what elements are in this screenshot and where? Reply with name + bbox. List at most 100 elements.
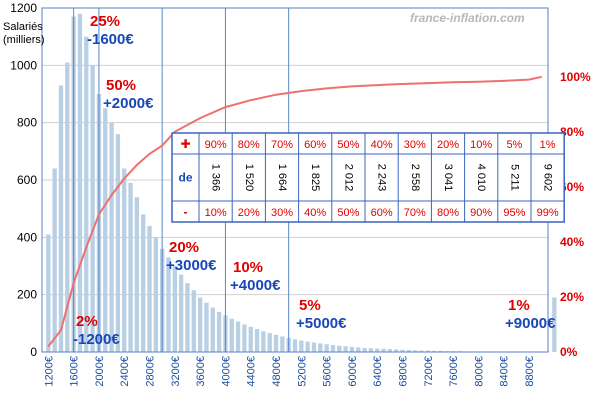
table-value-cell: 1 825	[309, 164, 321, 192]
table-bottom-cell: 70%	[404, 207, 426, 219]
table-bottom-cell: 10%	[205, 207, 227, 219]
histogram-bar	[204, 302, 209, 352]
x-axis-ticks: 1200€ 1600€ 2000€ 2400€ 2800€ 3200€ 3600€ 4000€…	[43, 356, 536, 387]
y2-tick-label: 80%	[560, 125, 584, 139]
table-top-cell: 1%	[540, 139, 556, 151]
table-bottom-cell: 95%	[503, 207, 525, 219]
y-axis-label-line2: (milliers)	[3, 34, 45, 46]
annotation-amount: +3000€	[166, 257, 217, 274]
x-tick-label: 5200€	[296, 356, 308, 387]
histogram-bar	[356, 347, 361, 352]
table-top-cell: 50%	[337, 139, 359, 151]
table-top-cell: 10%	[470, 139, 492, 151]
histogram-bar	[248, 326, 253, 352]
y-axis-label-line1: Salariés	[3, 21, 43, 33]
histogram-bar	[394, 349, 399, 352]
histogram-bar	[261, 331, 266, 352]
x-tick-label: 6800€	[398, 356, 410, 387]
x-tick-label: 6000€	[347, 356, 359, 387]
histogram-bar	[400, 349, 405, 352]
x-tick-label: 4800€	[271, 356, 283, 387]
histogram-bar	[267, 333, 272, 352]
histogram-bar	[406, 349, 412, 352]
y-tick-label: 0	[30, 345, 37, 359]
histogram-bar	[90, 65, 95, 352]
annotation-amount: +2000€	[103, 95, 154, 112]
histogram-bar	[305, 341, 310, 352]
histogram-bar	[311, 342, 317, 352]
watermark: france-inflation.com	[410, 11, 525, 25]
table-top-cell: 60%	[304, 139, 326, 151]
annotation-amount: +5000€	[296, 315, 347, 332]
table-top-cell: 40%	[371, 139, 393, 151]
annotation-amount: +9000€	[505, 315, 556, 332]
histogram-bar	[552, 297, 557, 352]
y-tick-label: 800	[17, 116, 37, 130]
annotation-percent: 25%	[90, 13, 120, 30]
table-top-cell: 70%	[271, 139, 293, 151]
histogram-bar	[134, 197, 140, 352]
annotation-percent: 10%	[233, 259, 263, 276]
histogram-bar	[58, 85, 64, 353]
table-minus-symbol: -	[184, 205, 188, 219]
histogram-bar	[178, 274, 184, 352]
table-value-cell: 3 041	[442, 164, 454, 192]
histogram-bar	[77, 13, 83, 352]
x-tick-label: 4400€	[246, 356, 258, 387]
x-tick-label: 8400€	[499, 356, 511, 387]
y2-tick-label: 20%	[560, 290, 584, 304]
histogram-bar	[109, 122, 114, 353]
histogram-bar	[324, 344, 329, 352]
table-background	[171, 132, 565, 223]
histogram-bar	[368, 348, 374, 352]
histogram-bar	[242, 324, 247, 352]
x-tick-label: 8000€	[473, 356, 485, 387]
annotation-percent: 50%	[106, 77, 136, 94]
x-tick-label: 8800€	[524, 356, 536, 387]
table-bottom-cell: 40%	[304, 207, 326, 219]
annotation-amount: +4000€	[230, 277, 281, 294]
histogram-bar	[280, 336, 285, 352]
histogram-bar	[292, 339, 298, 352]
y2-tick-label: 40%	[560, 235, 584, 249]
table-top-cell: 5%	[506, 139, 522, 151]
table-de-label: de	[178, 171, 192, 185]
left-axis-ticks: 0 200 400 600 800 1000 1200	[10, 1, 37, 359]
table-top-cell: 20%	[437, 139, 459, 151]
x-tick-label: 3200€	[170, 356, 182, 387]
histogram-bar	[381, 348, 386, 352]
x-tick-label: 4000€	[220, 356, 232, 387]
histogram-bar	[375, 348, 380, 352]
histogram-bar	[387, 349, 393, 352]
histogram-bar	[235, 321, 241, 352]
histogram-bar	[273, 334, 279, 352]
histogram-bar	[122, 168, 127, 352]
annotations: 25%-1600€50%+2000€20%+3000€ 10%+4000€5%+5…	[73, 13, 556, 348]
table-bottom-cell: 60%	[371, 207, 393, 219]
y2-tick-label: 0%	[560, 345, 578, 359]
table-value-cell: 5 211	[508, 164, 520, 191]
histogram-bar	[128, 182, 133, 352]
table-value-cell: 2 243	[376, 164, 388, 192]
annotation-amount: -1600€	[87, 31, 134, 48]
histogram-bar	[330, 345, 336, 352]
table-plus-symbol: ✚	[180, 137, 190, 151]
table-value-cell: 1 366	[210, 164, 222, 192]
cumulative-line	[47, 75, 542, 348]
histogram-bar	[210, 307, 215, 352]
table-bottom-cell: 99%	[537, 207, 559, 219]
histogram-bar	[115, 134, 121, 352]
histogram-bar	[343, 346, 348, 352]
histogram-bar	[299, 340, 304, 352]
table-value-cell: 4 010	[475, 164, 487, 192]
y-tick-label: 200	[17, 288, 37, 302]
histogram-bar	[103, 108, 108, 352]
histogram-bar	[349, 346, 355, 352]
x-tick-label: 1600€	[69, 356, 81, 387]
table-bottom-cell: 50%	[337, 207, 359, 219]
annotation-percent: 5%	[299, 297, 321, 314]
histogram-bar	[337, 345, 342, 352]
x-tick-label: 7600€	[448, 356, 460, 387]
table-value-cell: 9 602	[542, 164, 554, 192]
